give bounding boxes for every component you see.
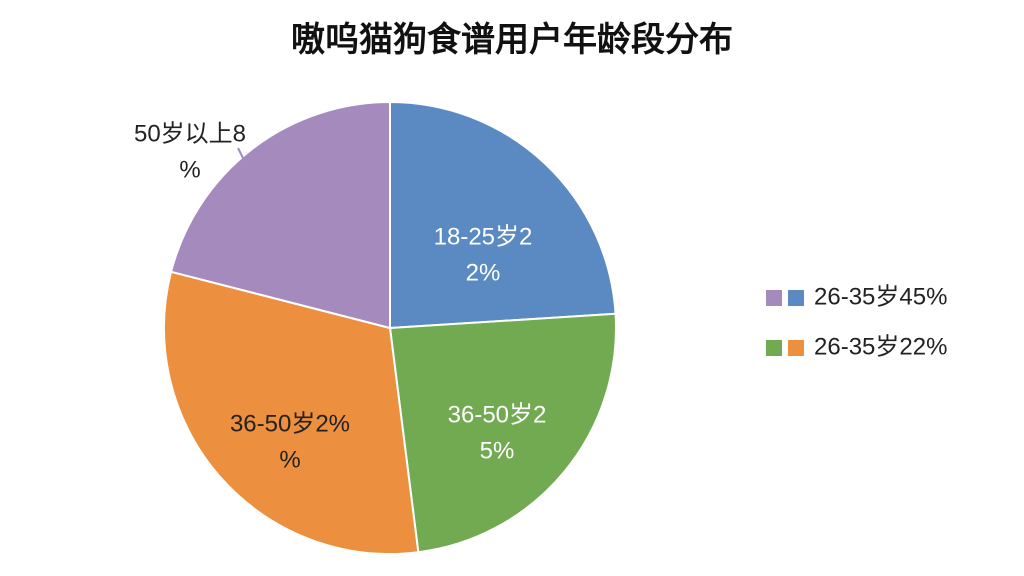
slice-label: % — [179, 156, 200, 183]
slice-label: 5% — [480, 437, 515, 464]
pie-slice — [163, 270, 420, 555]
legend-swatch — [788, 340, 804, 356]
pie-slice — [389, 100, 617, 330]
slice-label: 36-50岁2 — [448, 401, 547, 428]
slice-label: 18-25岁2 — [434, 223, 533, 250]
chart-title: 嗷呜猫狗食谱用户年龄段分布 — [291, 20, 733, 59]
legend-label: 26-35岁45% — [814, 283, 947, 310]
slice-label: 50岁以上8 — [134, 120, 246, 147]
legend-swatch — [788, 290, 804, 306]
legend-label: 26-35岁22% — [814, 333, 947, 360]
slice-label: 36-50岁2% — [230, 410, 350, 437]
leader-line — [237, 147, 244, 159]
legend-swatch — [766, 340, 782, 356]
pie-slice — [388, 312, 617, 554]
pie-slice — [169, 100, 391, 330]
slice-label: 2% — [466, 259, 501, 286]
legend-swatch — [766, 290, 782, 306]
slice-label: % — [279, 446, 300, 473]
